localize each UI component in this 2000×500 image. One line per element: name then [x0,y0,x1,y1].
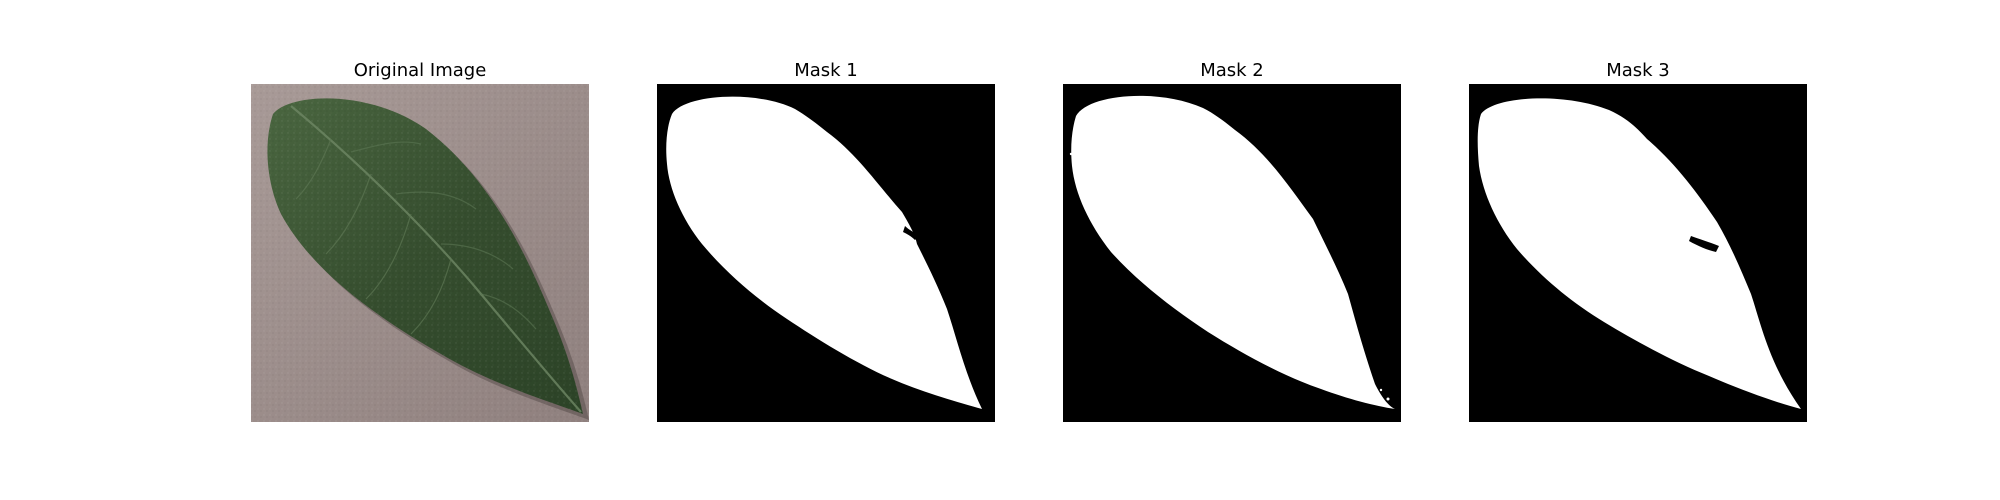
original-leaf-photo [251,84,589,422]
panel-mask-3: Mask 3 [1469,58,1807,422]
panel-title: Mask 3 [1606,60,1670,81]
panel-original-image: Original Image [251,58,589,422]
panel-title: Mask 1 [794,60,858,81]
mask-1-image [657,84,995,422]
mask-3-image [1469,84,1807,422]
panel-title: Mask 2 [1200,60,1264,81]
panel-mask-2: Mask 2 [1063,58,1401,422]
panel-mask-1: Mask 1 [657,58,995,422]
mask-2-image [1063,84,1401,422]
panel-title: Original Image [353,60,487,81]
